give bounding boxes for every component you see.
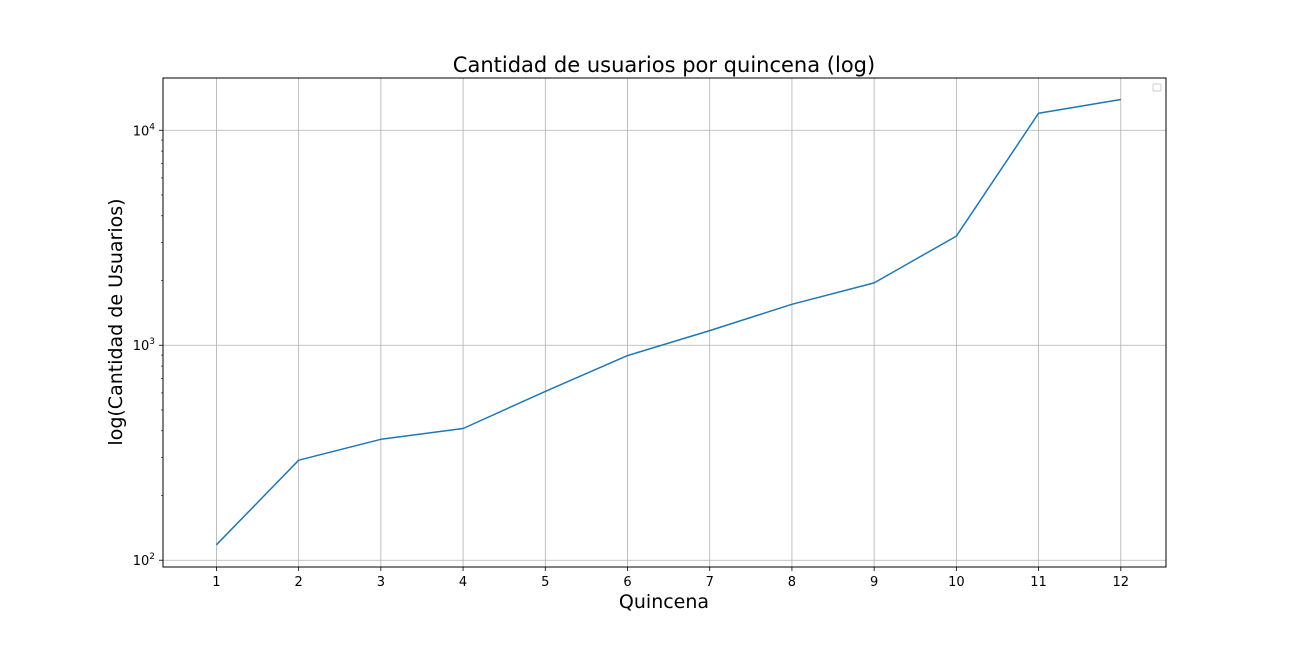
chart-title: Cantidad de usuarios por quincena (log) [453,53,875,77]
x-tick-label: 1 [212,575,220,590]
y-axis-label: log(Cantidad de Usuarios) [105,198,127,445]
x-tick-label: 9 [870,575,878,590]
x-tick-label: 4 [459,575,467,590]
series-line [215,98,1121,546]
x-tick-label: 7 [706,575,714,590]
x-tick-label: 5 [541,575,549,590]
x-tick-label: 10 [948,575,965,590]
x-axis-label: Quincena [619,591,709,613]
plot-area-frame [162,77,1167,568]
y-tick-label: 102 [133,552,155,569]
y-tick-label: 103 [133,337,155,354]
series-layer [215,98,1121,546]
legend-box [1152,83,1162,92]
x-tick-label: 8 [788,575,796,590]
x-tick-label: 6 [623,575,631,590]
x-tick-label: 12 [1113,575,1130,590]
grid-lines [163,78,1166,567]
x-tick-label: 11 [1030,575,1047,590]
y-tick-label: 104 [133,122,156,139]
x-tick-label: 3 [377,575,385,590]
x-tick-label: 2 [295,575,303,590]
